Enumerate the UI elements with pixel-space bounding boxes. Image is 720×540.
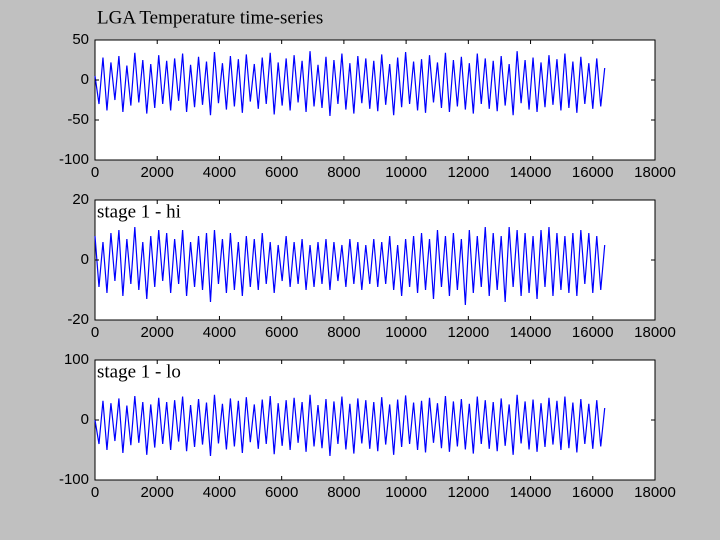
x-tick-label: 2000 xyxy=(141,324,174,341)
series-line xyxy=(94,394,606,457)
x-tick-label: 14000 xyxy=(510,324,552,341)
x-tick-label: 10000 xyxy=(385,484,427,501)
x-tick-label: 18000 xyxy=(634,484,676,501)
x-tick-label: 4000 xyxy=(203,324,236,341)
x-tick-label: 12000 xyxy=(447,324,489,341)
x-tick-label: 16000 xyxy=(572,164,614,181)
x-tick-label: 8000 xyxy=(327,164,360,181)
x-tick-label: 12000 xyxy=(447,164,489,181)
x-tick-label: 14000 xyxy=(510,164,552,181)
y-tick-label: -20 xyxy=(67,311,89,328)
y-tick-label: -100 xyxy=(59,471,89,488)
x-tick-label: 18000 xyxy=(634,324,676,341)
x-tick-label: 10000 xyxy=(385,324,427,341)
x-tick-label: 6000 xyxy=(265,164,298,181)
x-tick-label: 4000 xyxy=(203,484,236,501)
x-tick-label: 2000 xyxy=(141,484,174,501)
x-tick-label: 12000 xyxy=(447,484,489,501)
x-tick-label: 4000 xyxy=(203,164,236,181)
y-tick-label: -50 xyxy=(67,111,89,128)
x-tick-label: 6000 xyxy=(265,484,298,501)
x-tick-label: 16000 xyxy=(572,324,614,341)
series-line xyxy=(94,226,606,306)
x-tick-label: 6000 xyxy=(265,324,298,341)
x-tick-label: 8000 xyxy=(327,484,360,501)
y-tick-label: -100 xyxy=(59,151,89,168)
x-tick-label: 0 xyxy=(91,324,99,341)
y-tick-label: 0 xyxy=(81,251,89,268)
x-tick-label: 8000 xyxy=(327,324,360,341)
x-tick-label: 10000 xyxy=(385,164,427,181)
x-tick-label: 0 xyxy=(91,164,99,181)
y-tick-label: 50 xyxy=(72,31,89,48)
x-tick-label: 14000 xyxy=(510,484,552,501)
chart-title: stage 1 - lo xyxy=(97,361,181,382)
y-tick-label: 0 xyxy=(81,411,89,428)
x-tick-label: 2000 xyxy=(141,164,174,181)
y-tick-label: 0 xyxy=(81,71,89,88)
chart-title: stage 1 - hi xyxy=(97,201,181,222)
series-line xyxy=(94,51,606,117)
x-tick-label: 18000 xyxy=(634,164,676,181)
y-tick-label: 100 xyxy=(64,351,89,368)
x-tick-label: 0 xyxy=(91,484,99,501)
x-tick-label: 16000 xyxy=(572,484,614,501)
y-tick-label: 20 xyxy=(72,191,89,208)
chart-title: LGA Temperature time-series xyxy=(97,7,323,28)
